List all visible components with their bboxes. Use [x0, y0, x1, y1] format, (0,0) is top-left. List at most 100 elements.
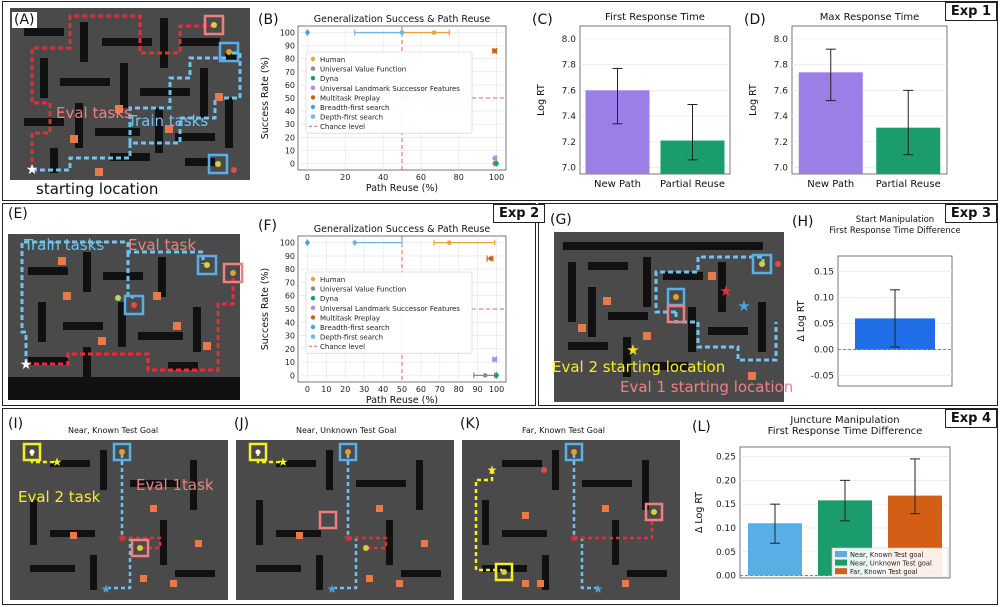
eval-task-text-E: Eval task [128, 236, 197, 254]
y-tick-label: 7.6 [774, 86, 789, 96]
x-axis-label: Path Reuse (%) [366, 183, 438, 194]
data-point [492, 155, 497, 161]
chart-F: (F) Generalization Success & Path Reuse 0 1… [258, 218, 507, 404]
svg-text:★: ★ [569, 531, 580, 545]
legend-marker [310, 276, 316, 282]
y-tick-label: 30 [285, 332, 295, 341]
chart-subtitle: First Response Time Difference [829, 226, 960, 236]
y-tick-label: 0.25 [716, 453, 736, 463]
legend-entry: Breadth-first search [320, 104, 389, 112]
panel-E: ★ (E) Train tasks Eval task [8, 206, 252, 402]
title-K: Far, Known Test Goal [522, 426, 606, 435]
data-point [431, 30, 437, 35]
legend-entry: Multitask Preplay [320, 314, 380, 322]
x-tick-label: 70 [435, 385, 445, 394]
chart-label: (B) [258, 12, 279, 28]
legend-entry: Dyna [320, 75, 338, 83]
legend-entry: Far, Known Test goal [850, 568, 918, 576]
legend-marker [835, 551, 847, 557]
legend-marker [310, 114, 316, 119]
y-tick-label: 0.00 [716, 572, 736, 582]
label-J: (J) [234, 416, 250, 432]
svg-text:★: ★ [278, 455, 289, 469]
legend-entry: Chance level [320, 123, 365, 131]
data-point [305, 30, 310, 35]
start-star-icon: ★ [26, 162, 39, 178]
label-E: (E) [8, 206, 28, 222]
y-tick-label: 90 [285, 42, 295, 51]
x-tick-label: 60 [416, 385, 426, 394]
legend-entry: Near, Known Test goal [850, 551, 923, 559]
panel-G: ★ ★ ★ (G) Eval 2 starting location Eval … [548, 212, 793, 402]
x-tick-label: 50 [397, 385, 407, 394]
panel-J: (J) Near, Unknown Test Goal ★ ★ ★ [234, 416, 456, 604]
y-axis-label: Δ Log RT [694, 492, 705, 533]
legend-marker [310, 85, 316, 91]
y-tick-label: 70 [285, 278, 295, 287]
legend-entry: Universal Value Function [320, 286, 406, 294]
eval2-start-text: Eval 2 starting location [552, 358, 726, 376]
data-point [352, 240, 358, 245]
legend-marker [310, 56, 316, 62]
x-tick-label: 90 [473, 385, 483, 394]
y-tick-label: 50 [285, 305, 295, 314]
row2-left-border [2, 203, 536, 406]
legend-marker [310, 305, 316, 310]
y-tick-label: 0 [290, 371, 295, 380]
legend-marker [835, 568, 847, 575]
legend-box [305, 271, 473, 354]
starting-location-text: starting location [36, 180, 159, 198]
legend-entry: Dyna [320, 295, 338, 303]
chart-title: Max Response Time [820, 12, 920, 23]
exp3-tag: Exp 3 [944, 204, 997, 223]
y-tick-label: 8.0 [774, 35, 789, 45]
y-tick-label: 40 [285, 318, 295, 327]
chart-subtitle: First Response Time Difference [768, 426, 923, 437]
legend-marker [310, 76, 316, 81]
y-tick-label: 7.8 [562, 61, 577, 71]
row3-border [2, 408, 998, 605]
svg-text:★: ★ [343, 531, 354, 545]
x-tick-label: 40 [378, 173, 388, 182]
y-tick-label: 0.15 [814, 268, 834, 278]
panel-K: (K) Far, Known Test Goal ★ ★ ★ [460, 416, 682, 604]
eval-tasks-text: Eval tasks [56, 104, 132, 122]
maze-G: ★ ★ ★ [554, 232, 784, 402]
y-tick-label: 7.0 [774, 164, 789, 174]
label-G: (G) [550, 212, 572, 228]
x-tick-label: Partial Reuse [660, 179, 725, 190]
legend-entry: Breadth-first search [320, 324, 389, 332]
eval2-star-icon: ★ [626, 341, 639, 359]
chart-title: Generalization Success & Path Reuse [314, 14, 491, 25]
y-tick-label: 10 [285, 358, 295, 367]
legend-entry: Human [320, 56, 345, 64]
y-axis-label: Log RT [748, 84, 759, 116]
y-tick-label: 7.6 [562, 86, 577, 96]
train-tasks-text-E: Train tasks [24, 236, 105, 254]
y-tick-label: 100 [280, 239, 295, 248]
chart-label: (C) [532, 12, 553, 28]
title-J: Near, Unknown Test Goal [296, 426, 397, 435]
eval1-start-text: Eval 1 starting location [620, 378, 794, 396]
eval-star-blue-icon: ★ [737, 297, 750, 315]
panel-I: (I) Near, Known Test Goal ★ ★ ★ Eval 2 t… [8, 416, 230, 604]
start-star-icon-E: ★ [20, 357, 33, 373]
chart-label: (H) [792, 214, 813, 230]
svg-text:★: ★ [101, 582, 112, 596]
y-tick-label: 20 [285, 133, 295, 142]
legend-marker [310, 104, 316, 110]
data-point [488, 256, 494, 261]
y-tick-label: 80 [285, 55, 295, 64]
x-axis-label: Path Reuse (%) [366, 395, 438, 404]
x-tick-label: 40 [378, 385, 388, 394]
chart-title: First Response Time [605, 12, 705, 23]
y-axis-label: Δ Log RT [796, 300, 807, 341]
legend-marker [310, 95, 316, 100]
train-tasks-text: Train tasks [128, 112, 209, 130]
y-tick-label: 0.10 [716, 524, 736, 534]
svg-text:★: ★ [117, 531, 128, 545]
y-tick-label: 8.0 [562, 35, 577, 45]
x-tick-label: 100 [489, 173, 504, 182]
data-point [494, 161, 499, 166]
y-tick-label: 10 [285, 146, 295, 155]
